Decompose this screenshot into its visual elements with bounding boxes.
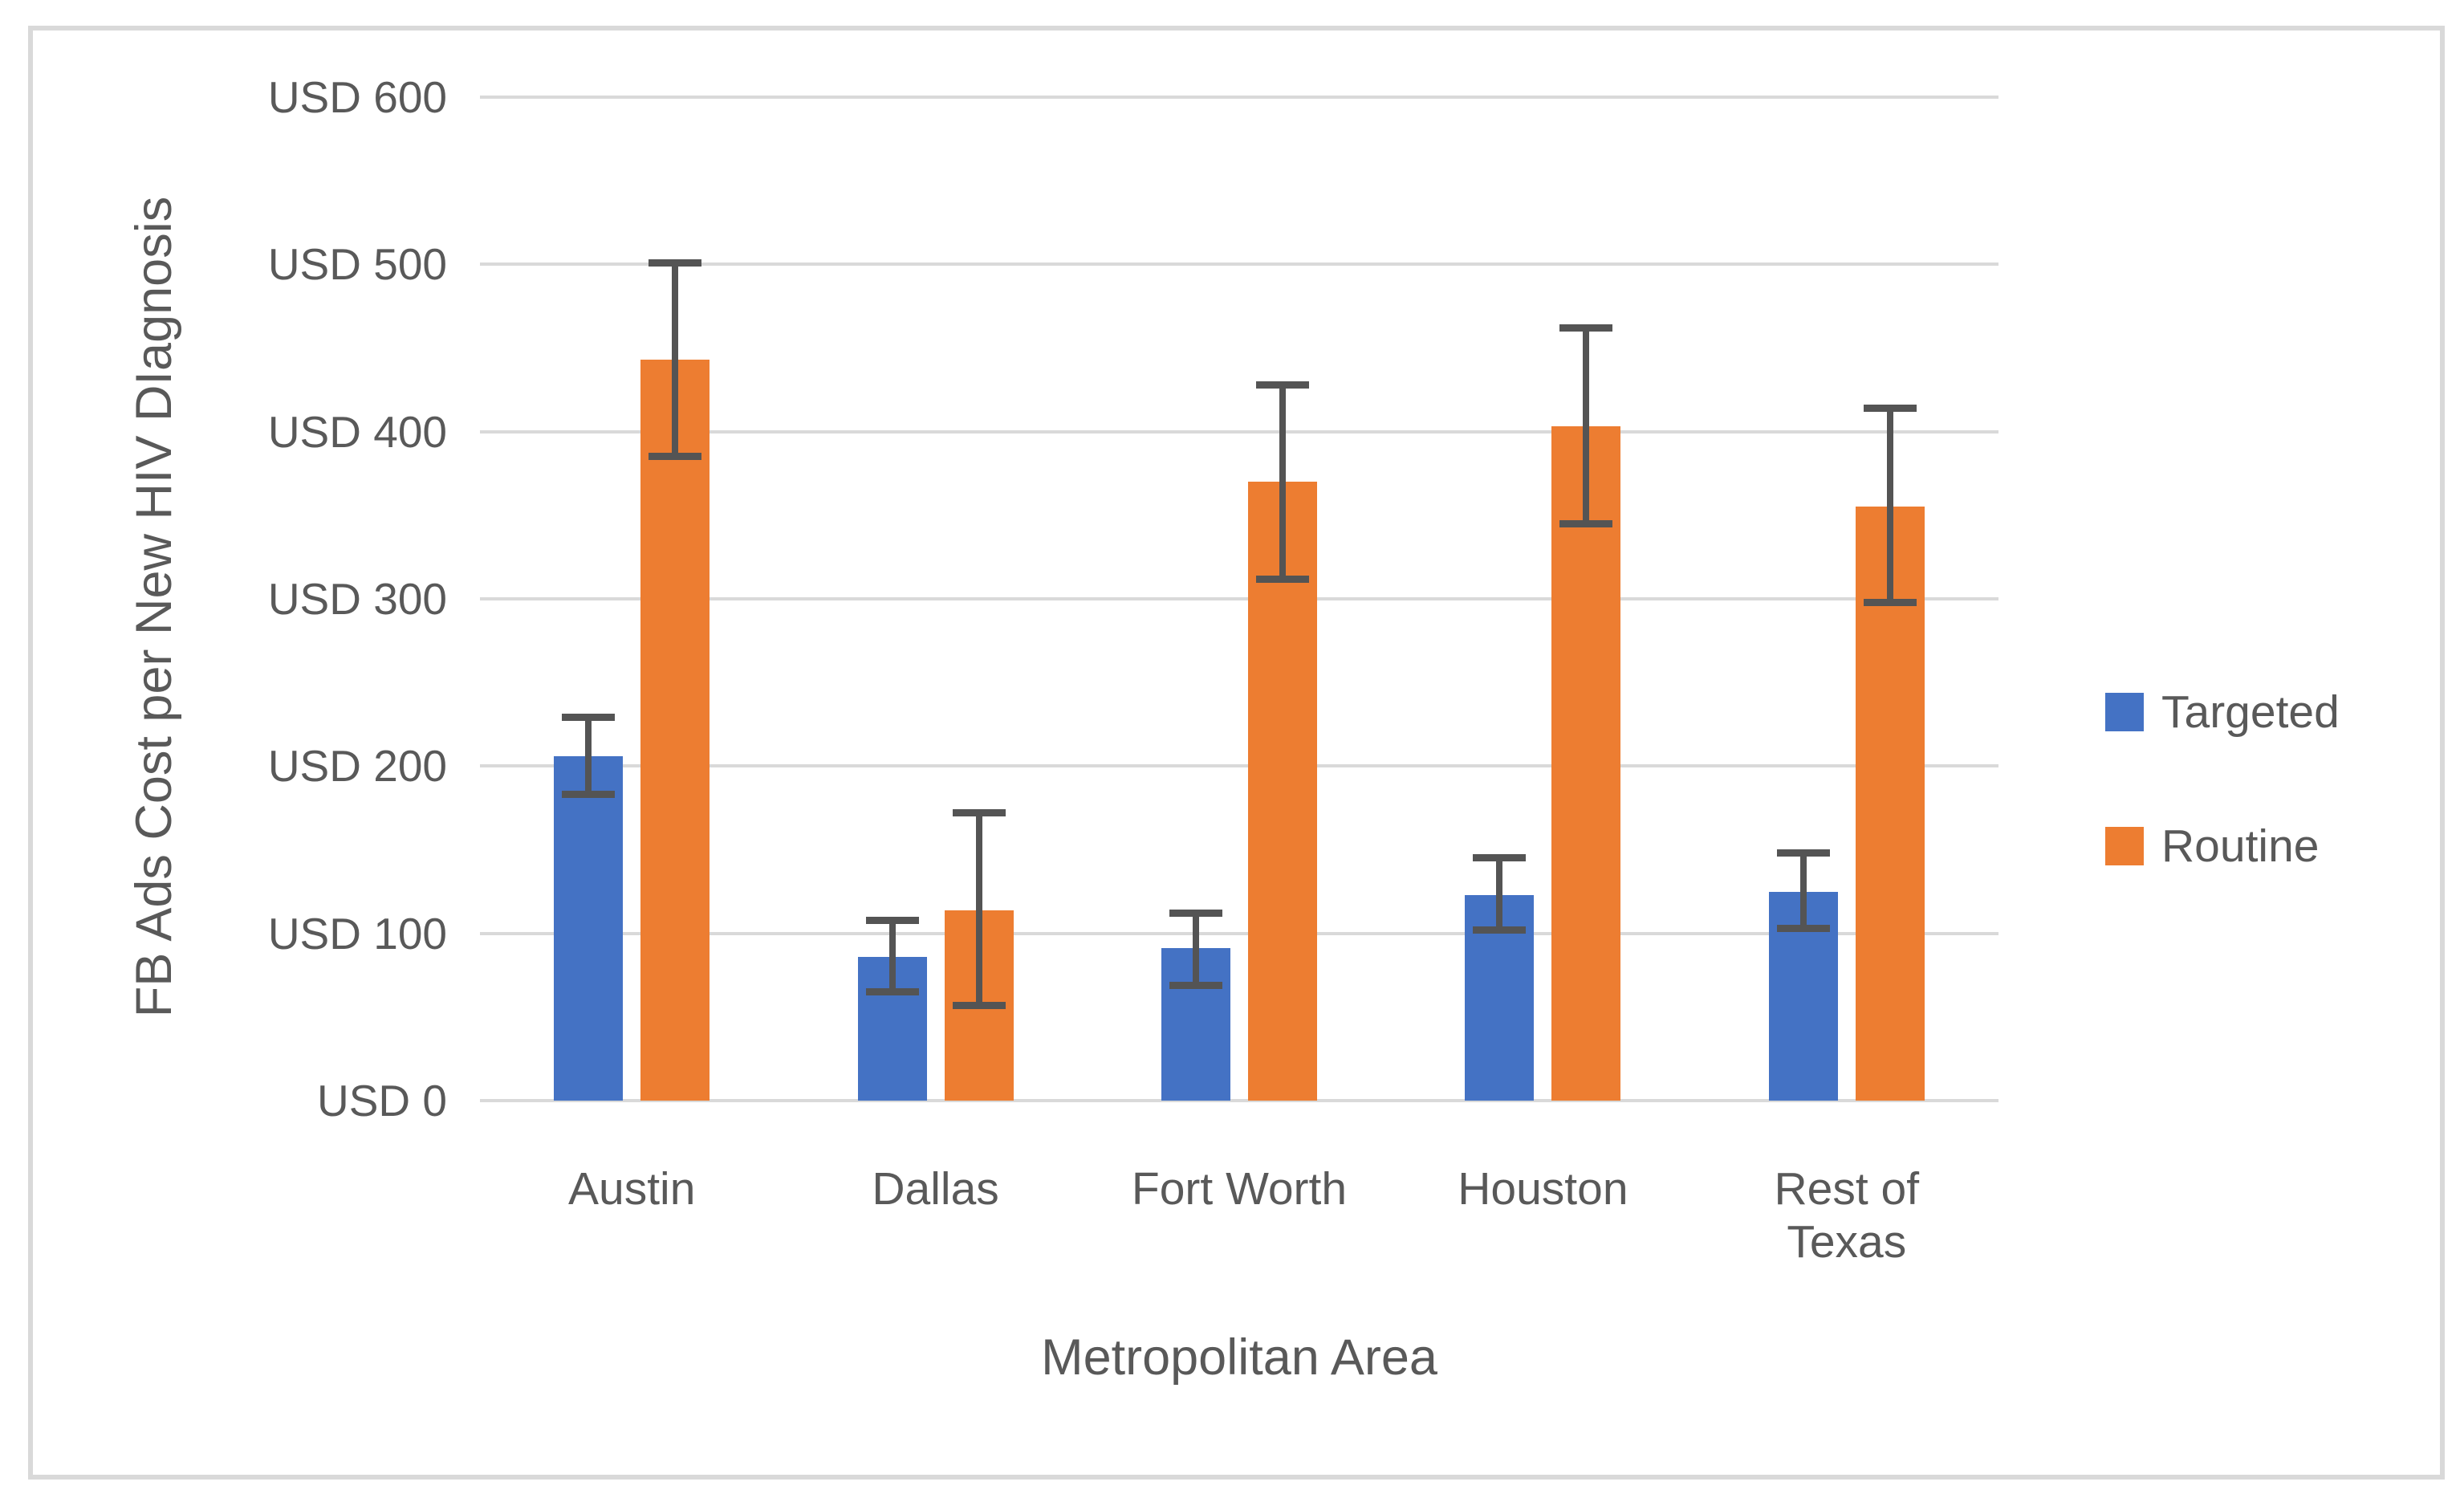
category-label-fort-worth: Fort Worth <box>1131 1163 1348 1215</box>
error-bar-line <box>975 812 982 1006</box>
category-label-austin: Austin <box>567 1163 696 1215</box>
y-tick-label: USD 100 <box>267 908 447 959</box>
error-bar-cap <box>1776 924 1830 932</box>
gridline-400 <box>480 429 1998 434</box>
bar-routine-houston <box>1551 426 1621 1101</box>
gridline-0 <box>480 1099 1998 1102</box>
error-bar-cap <box>952 809 1006 817</box>
bar-routine-fort-worth <box>1248 482 1317 1101</box>
y-tick-label: USD 400 <box>267 406 447 457</box>
gridline-300 <box>480 597 1998 600</box>
category-label-houston: Houston <box>1458 1163 1628 1215</box>
error-bar-line <box>888 920 896 992</box>
error-bar-cap <box>1256 381 1309 389</box>
error-bar-cap <box>1776 849 1830 857</box>
category-label-dallas: Dallas <box>872 1163 999 1215</box>
y-tick-label: USD 200 <box>267 741 447 792</box>
error-bar-cap <box>1473 926 1527 934</box>
legend-swatch-targeted-icon <box>2105 693 2144 731</box>
error-bar-cap <box>1169 981 1222 989</box>
gridline-600 <box>480 96 1998 99</box>
x-axis-title: Metropolitan Area <box>1041 1329 1437 1386</box>
error-bar-cap <box>562 714 616 722</box>
chart-border <box>28 26 2445 1480</box>
error-bar-cap <box>1559 324 1613 332</box>
category-label-rest-of-texas: Rest of Texas <box>1774 1163 1920 1268</box>
error-bar-cap <box>649 258 702 267</box>
legend-label: Routine <box>2161 820 2320 872</box>
legend-swatch-routine-icon <box>2105 827 2144 865</box>
legend-label: Targeted <box>2161 686 2340 738</box>
error-bar-cap <box>1169 910 1222 918</box>
y-axis-title: FB Ads Cost per New HIV DIagnosis <box>126 196 182 1018</box>
error-bar-line <box>1886 408 1893 603</box>
y-tick-label: USD 300 <box>267 574 447 624</box>
error-bar-cap <box>649 453 702 461</box>
legend-entry-routine: Routine <box>2105 820 2319 873</box>
y-tick-label: USD 600 <box>267 72 447 122</box>
error-bar-line <box>585 717 592 795</box>
error-bar-line <box>1799 853 1807 929</box>
legend-entry-targeted: Targeted <box>2105 686 2340 739</box>
bar-targeted-austin <box>554 755 624 1101</box>
error-bar-cap <box>865 988 919 996</box>
gridline-500 <box>480 263 1998 267</box>
error-bar-cap <box>952 1001 1006 1009</box>
error-bar-cap <box>865 916 919 924</box>
y-tick-label: USD 500 <box>267 239 447 290</box>
gridline-100 <box>480 931 1998 935</box>
error-bar-line <box>672 263 679 457</box>
error-bar-cap <box>562 791 616 799</box>
error-bar-line <box>1496 857 1503 930</box>
error-bar-line <box>1583 328 1590 524</box>
error-bar-line <box>1193 913 1199 986</box>
error-bar-cap <box>1559 519 1613 527</box>
error-bar-cap <box>1473 854 1527 862</box>
error-bar-cap <box>1863 405 1917 412</box>
bar-routine-austin <box>640 360 710 1101</box>
gridline-200 <box>480 764 1998 768</box>
error-bar-line <box>1279 385 1286 579</box>
error-bar-cap <box>1256 575 1309 583</box>
error-bar-cap <box>1863 598 1917 606</box>
bar-routine-rest-of-texas <box>1855 507 1925 1101</box>
y-tick-label: USD 0 <box>317 1076 447 1125</box>
